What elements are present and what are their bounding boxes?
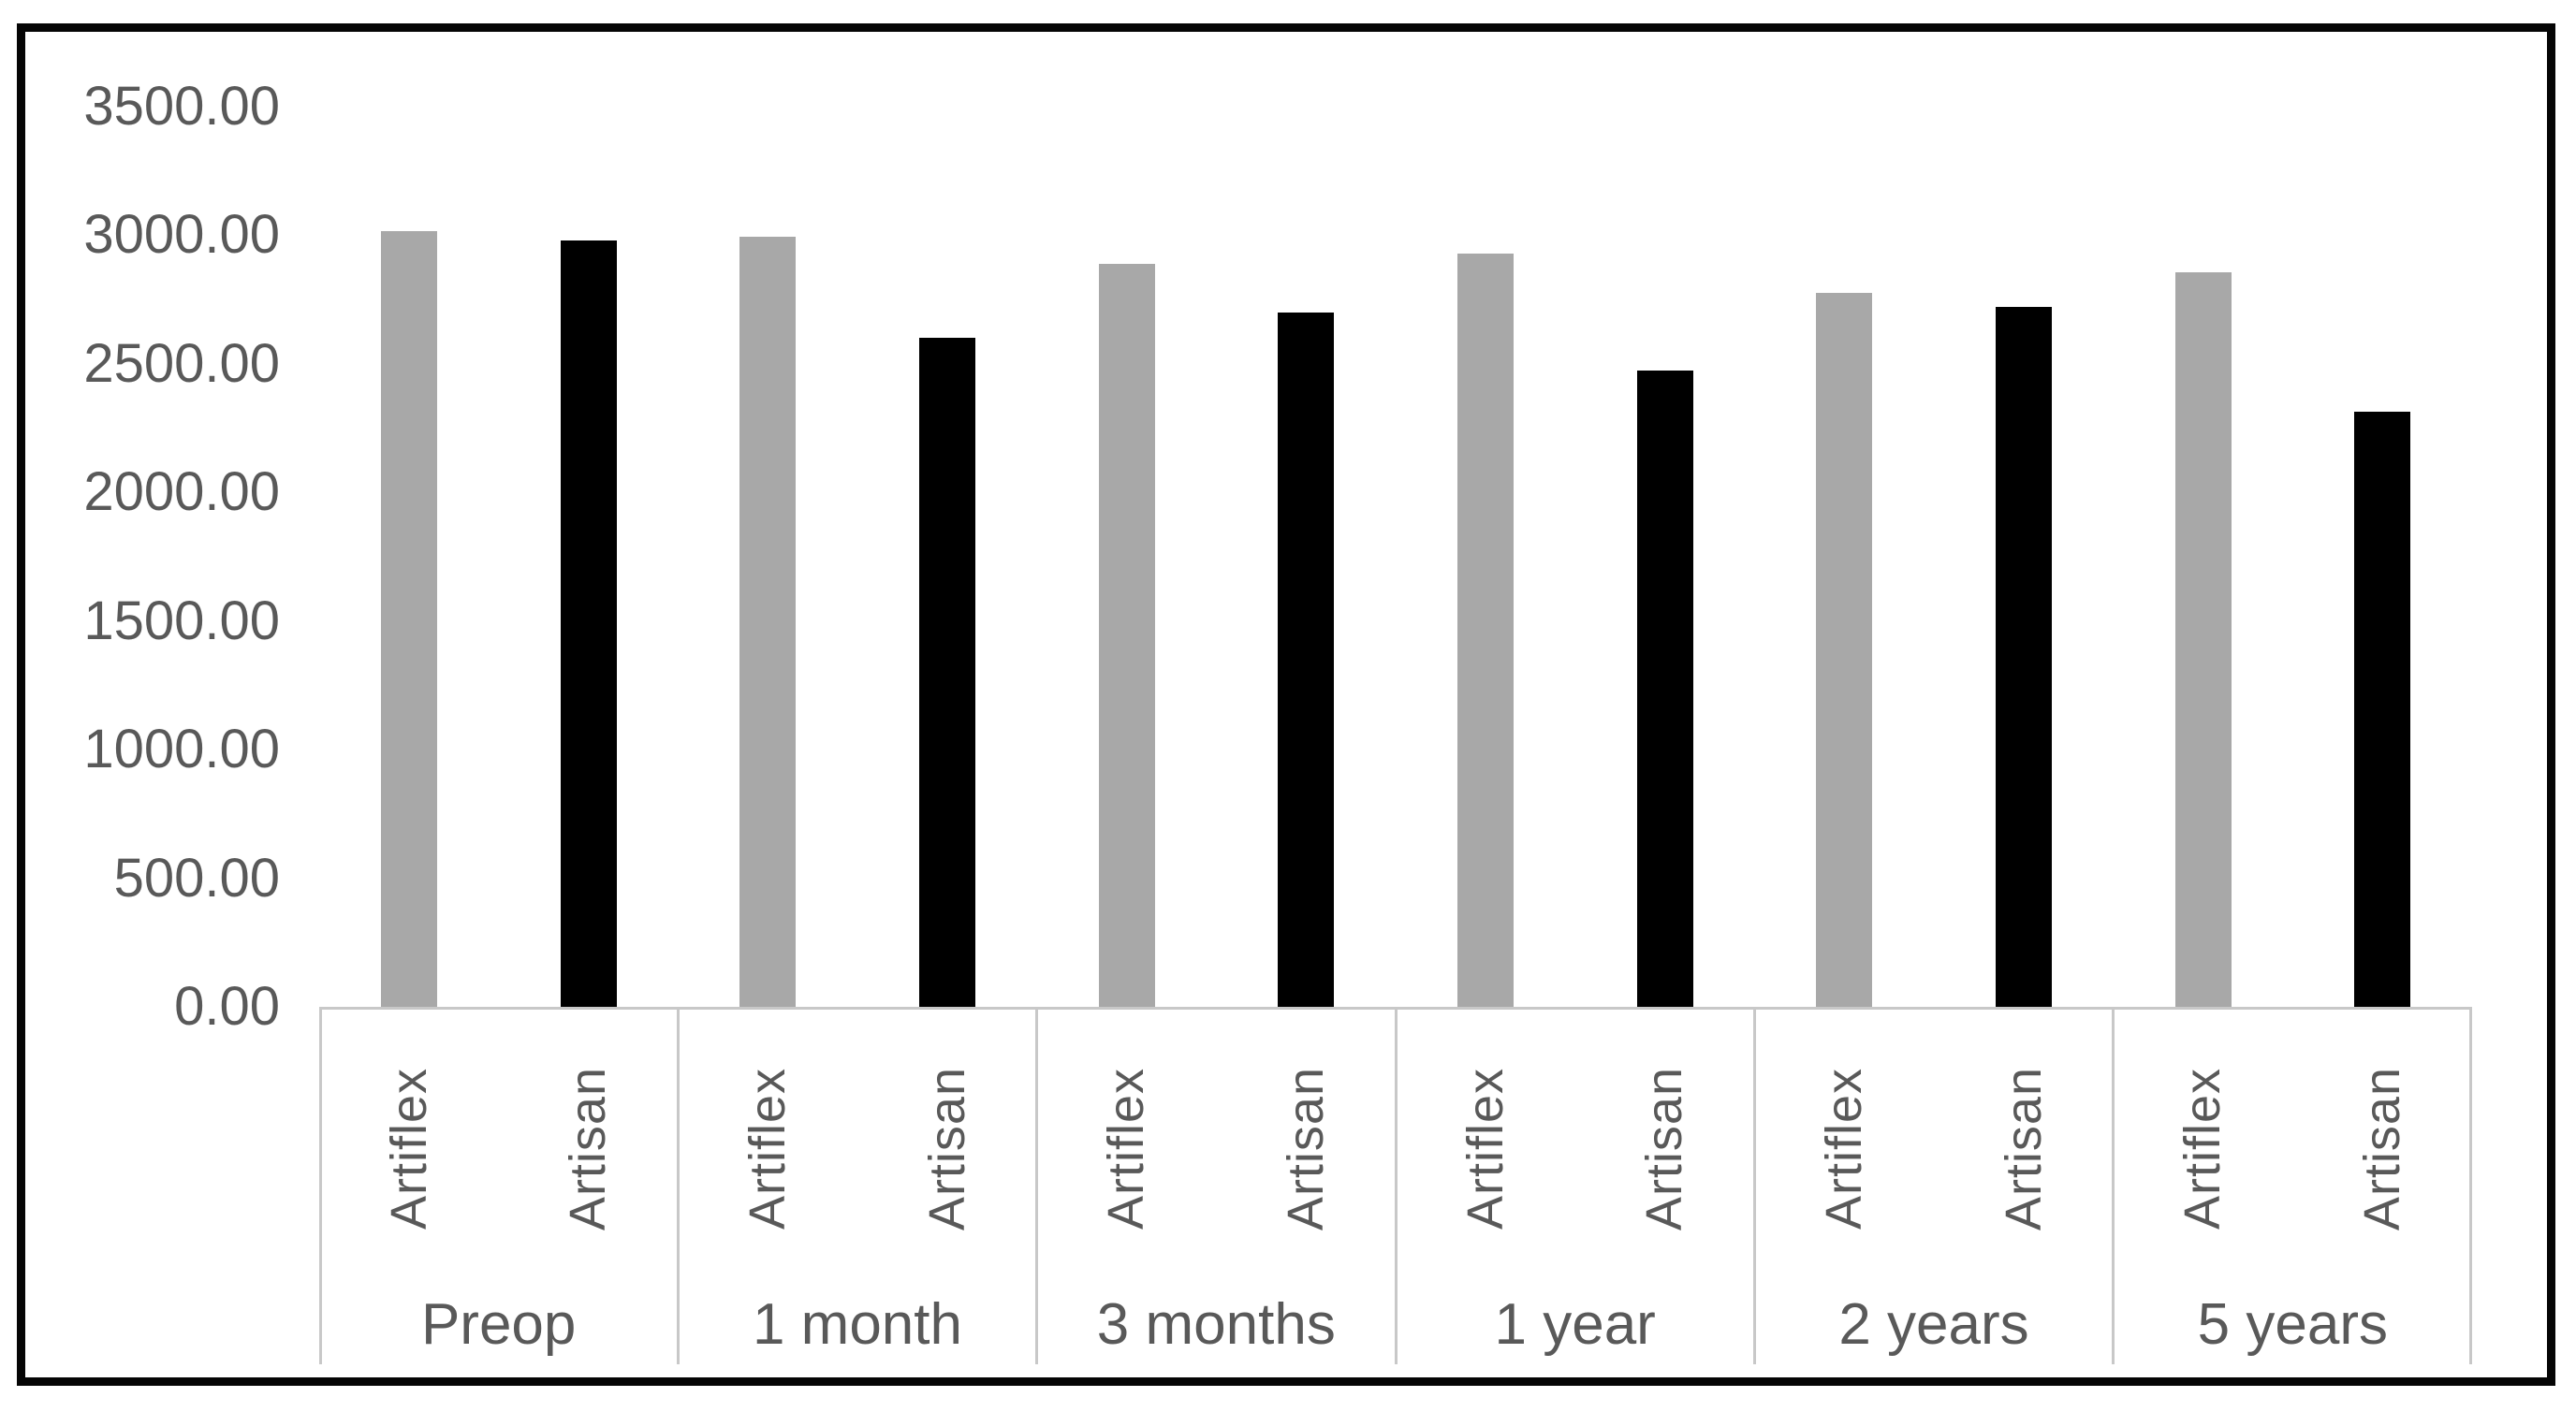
y-axis-tick-label: 3000.00 (83, 204, 280, 266)
bar-artiflex-1-year (1456, 253, 1514, 1007)
bar-sublabel-wrap: Artiflex (1396, 1024, 1575, 1274)
y-axis-tick-label: 500.00 (113, 847, 280, 909)
y-axis-tick-label: 2000.00 (83, 461, 280, 523)
y-axis-tick-label: 0.00 (174, 976, 280, 1037)
bar-sublabel-wrap: Artiflex (319, 1024, 499, 1274)
bar-sublabel: Artisan (2354, 1067, 2411, 1231)
bar-artiflex-1-month (739, 236, 797, 1007)
bar-sublabel-wrap: Artisan (857, 1024, 1037, 1274)
bar-artisan-3-months (1278, 312, 1335, 1007)
bar-sublabel: Artisan (1995, 1067, 2052, 1231)
bar-sublabel-wrap: Artisan (1934, 1024, 2114, 1274)
bar-sublabel: Artiflex (739, 1068, 797, 1230)
bar-sublabel: Artiflex (380, 1068, 437, 1230)
figure-frame: 0.00 500.00 1000.00 1500.00 2000.00 2500.00 30… (17, 23, 2555, 1386)
bar-sublabel-wrap: Artiflex (1754, 1024, 1934, 1274)
bar-sublabel-wrap: Artiflex (678, 1024, 857, 1274)
y-axis-tick-label: 1500.00 (83, 590, 280, 651)
category-label: 1 year (1494, 1292, 1656, 1357)
bar-artiflex-2-years (1816, 293, 1873, 1007)
bar-sublabel-wrap: Artiflex (1037, 1024, 1217, 1274)
bar-sublabel-wrap: Artisan (499, 1024, 679, 1274)
bar-artiflex-3-months (1098, 263, 1155, 1007)
bar-sublabel: Artiflex (1456, 1068, 1514, 1230)
category-separator-line (1394, 1007, 1398, 1364)
bar-artisan-2-years (1995, 307, 2052, 1007)
bar-sublabel-wrap: Artiflex (2114, 1024, 2293, 1274)
category-separator-line (1035, 1007, 1039, 1364)
category-label: Preop (420, 1292, 577, 1357)
bar-sublabel: Artiflex (1098, 1068, 1155, 1230)
bar-sublabel: Artisan (1636, 1067, 1693, 1231)
category-separator-line (676, 1007, 680, 1364)
bar-sublabel: Artisan (1278, 1067, 1335, 1231)
bar-artisan-5-years (2354, 411, 2411, 1007)
bar-sublabel: Artiflex (1816, 1068, 1873, 1230)
category-label: 1 month (752, 1292, 962, 1357)
bar-sublabel-wrap: Artisan (2292, 1024, 2472, 1274)
bar-artiflex-preop (380, 231, 437, 1007)
bar-artisan-1-year (1636, 370, 1693, 1007)
y-axis-tick-label: 3500.00 (83, 76, 280, 137)
y-axis-tick-label: 1000.00 (83, 719, 280, 780)
category-label: 5 years (2197, 1292, 2388, 1357)
category-label: 3 months (1096, 1292, 1336, 1357)
bar-sublabel: Artisan (560, 1067, 617, 1231)
bar-artisan-1-month (918, 338, 975, 1007)
category-label: 2 years (1838, 1292, 2029, 1357)
bar-artisan-preop (560, 240, 617, 1007)
category-separator-line (2112, 1007, 2115, 1364)
bar-sublabel-wrap: Artisan (1216, 1024, 1396, 1274)
category-separator-line (1752, 1007, 1756, 1364)
bar-chart: 0.00 500.00 1000.00 1500.00 2000.00 2500.00 30… (25, 32, 2547, 1377)
y-axis-tick-label: 2500.00 (83, 332, 280, 394)
bar-sublabel: Artiflex (2174, 1068, 2232, 1230)
bar-sublabel-wrap: Artisan (1575, 1024, 1755, 1274)
bar-sublabel: Artisan (918, 1067, 975, 1231)
bar-artiflex-5-years (2174, 272, 2232, 1007)
